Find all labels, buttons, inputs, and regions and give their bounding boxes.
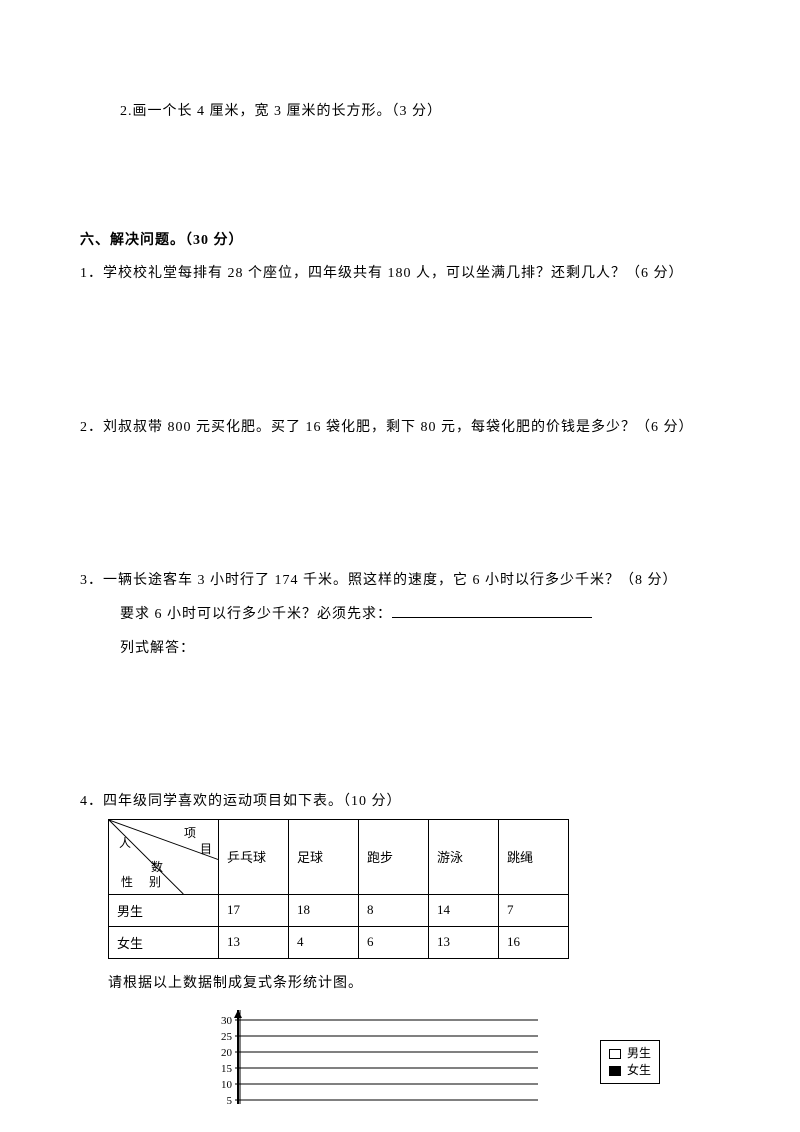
table-cell: 17 [219, 894, 289, 926]
table-row: 女生 13 4 6 13 16 [109, 926, 569, 958]
table-corner-cell: 项 目 人 数 性 别 [109, 819, 219, 894]
section-6-title: 六、解决问题。（30 分） [80, 224, 720, 258]
legend-label: 男生 [627, 1045, 651, 1062]
chart-legend: 男生女生 [600, 1040, 660, 1084]
question-1: 1．学校校礼堂每排有 28 个座位，四年级共有 180 人，可以坐满几排？还剩几… [80, 257, 720, 291]
col-header: 乒乓球 [219, 819, 289, 894]
svg-text:30: 30 [221, 1015, 233, 1027]
legend-label: 女生 [627, 1062, 651, 1079]
svg-text:10: 10 [221, 1079, 233, 1091]
bar-chart-svg: 30 25 20 15 10 5 [210, 1010, 544, 1104]
question-4-footer: 请根据以上数据制成复式条形统计图。 [80, 967, 720, 1001]
table-cell: 7 [499, 894, 569, 926]
table-cell: 18 [289, 894, 359, 926]
table-cell: 14 [429, 894, 499, 926]
question-3-line1: 3．一辆长途客车 3 小时行了 174 千米。照这样的速度，它 6 小时以行多少… [80, 564, 720, 598]
question-3-line3: 列式解答： [80, 632, 720, 666]
question-2: 2．刘叔叔带 800 元买化肥。买了 16 袋化肥，剩下 80 元，每袋化肥的价… [80, 411, 720, 445]
row-label: 女生 [109, 926, 219, 958]
table-cell: 6 [359, 926, 429, 958]
table-cell: 16 [499, 926, 569, 958]
blank-line[interactable] [392, 604, 592, 618]
corner-label-top2: 目 [200, 840, 212, 857]
table-cell: 13 [429, 926, 499, 958]
corner-label-bot2: 别 [149, 873, 161, 890]
corner-label-mid: 人 [119, 834, 131, 851]
row-label: 男生 [109, 894, 219, 926]
col-header: 跳绳 [499, 819, 569, 894]
table-header-row: 项 目 人 数 性 别 乒乓球 足球 跑步 游泳 跳绳 [109, 819, 569, 894]
corner-label-top: 项 [184, 824, 196, 841]
question-3-prefix: 要求 6 小时可以行多少千米？必须先求： [120, 607, 392, 622]
table-row: 男生 17 18 8 14 7 [109, 894, 569, 926]
svg-text:15: 15 [221, 1063, 233, 1075]
svg-text:25: 25 [221, 1031, 233, 1043]
table-cell: 13 [219, 926, 289, 958]
legend-swatch [609, 1066, 621, 1076]
legend-swatch [609, 1049, 621, 1059]
table-cell: 8 [359, 894, 429, 926]
legend-item: 女生 [609, 1062, 651, 1079]
bar-chart-area: 30 25 20 15 10 5 男生女生 [210, 1010, 720, 1109]
corner-label-bot: 性 [121, 873, 133, 890]
col-header: 游泳 [429, 819, 499, 894]
question-pre-2: 2.画一个长 4 厘米，宽 3 厘米的长方形。（3 分） [80, 95, 720, 129]
question-4-title: 4．四年级同学喜欢的运动项目如下表。（10 分） [80, 785, 720, 819]
col-header: 跑步 [359, 819, 429, 894]
question-3-line2: 要求 6 小时可以行多少千米？必须先求： [80, 598, 720, 632]
svg-text:20: 20 [221, 1047, 233, 1059]
svg-text:5: 5 [227, 1095, 233, 1104]
legend-item: 男生 [609, 1045, 651, 1062]
sports-table: 项 目 人 数 性 别 乒乓球 足球 跑步 游泳 跳绳 男生 17 18 8 1… [108, 819, 569, 959]
col-header: 足球 [289, 819, 359, 894]
table-cell: 4 [289, 926, 359, 958]
